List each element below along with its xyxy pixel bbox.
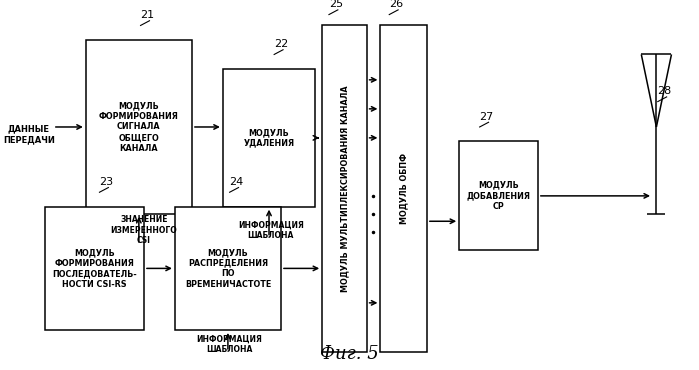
Text: МОДУЛЬ ОБПФ: МОДУЛЬ ОБПФ: [399, 153, 408, 224]
Text: ИНФОРМАЦИЯ
ШАБЛОНА: ИНФОРМАЦИЯ ШАБЛОНА: [238, 221, 303, 240]
Text: МОДУЛЬ
ДОБАВЛЕНИЯ
СР: МОДУЛЬ ДОБАВЛЕНИЯ СР: [466, 181, 531, 211]
Text: 21: 21: [140, 10, 154, 20]
Text: 25: 25: [329, 0, 343, 9]
Text: Фиг. 5: Фиг. 5: [320, 345, 379, 363]
Bar: [322, 26, 366, 352]
Text: ЗНАЧЕНИЕ
ИЗМЕРЕННОГО
CSI: ЗНАЧЕНИЕ ИЗМЕРЕННОГО CSI: [110, 215, 178, 245]
Bar: [45, 207, 144, 330]
Text: 23: 23: [99, 177, 113, 187]
Bar: [223, 69, 315, 207]
Text: МОДУЛЬ
ФОРМИРОВАНИЯ
ПОСЛЕДОВАТЕЛЬ-
НОСТИ CSI-RS: МОДУЛЬ ФОРМИРОВАНИЯ ПОСЛЕДОВАТЕЛЬ- НОСТИ…: [52, 248, 136, 289]
Text: 22: 22: [274, 39, 288, 49]
Text: МОДУЛЬ
РАСПРЕДЕЛЕНИЯ
ПО
ВРЕМЕНИЧАСТОТЕ: МОДУЛЬ РАСПРЕДЕЛЕНИЯ ПО ВРЕМЕНИЧАСТОТЕ: [185, 248, 271, 289]
Text: ИНФОРМАЦИЯ
ШАБЛОНА: ИНФОРМАЦИЯ ШАБЛОНА: [196, 335, 263, 354]
Text: 24: 24: [229, 177, 243, 187]
Bar: [86, 40, 192, 214]
Text: 27: 27: [480, 111, 493, 121]
Text: МОДУЛЬ
ФОРМИРОВАНИЯ
СИГНАЛА
ОБЩЕГО
КАНАЛА: МОДУЛЬ ФОРМИРОВАНИЯ СИГНАЛА ОБЩЕГО КАНАЛ…: [99, 101, 179, 153]
Text: МОДУЛЬ МУЛЬТИПЛЕКСИРОВАНИЯ КАНАЛА: МОДУЛЬ МУЛЬТИПЛЕКСИРОВАНИЯ КАНАЛА: [340, 85, 349, 292]
Bar: [459, 141, 538, 250]
Bar: [175, 207, 281, 330]
Text: МОДУЛЬ
УДАЛЕНИЯ: МОДУЛЬ УДАЛЕНИЯ: [243, 128, 294, 148]
Text: ДАННЫЕ
ПЕРЕДАЧИ: ДАННЫЕ ПЕРЕДАЧИ: [3, 125, 55, 144]
Bar: [380, 26, 427, 352]
Text: 26: 26: [389, 0, 403, 9]
Text: 28: 28: [658, 86, 672, 96]
